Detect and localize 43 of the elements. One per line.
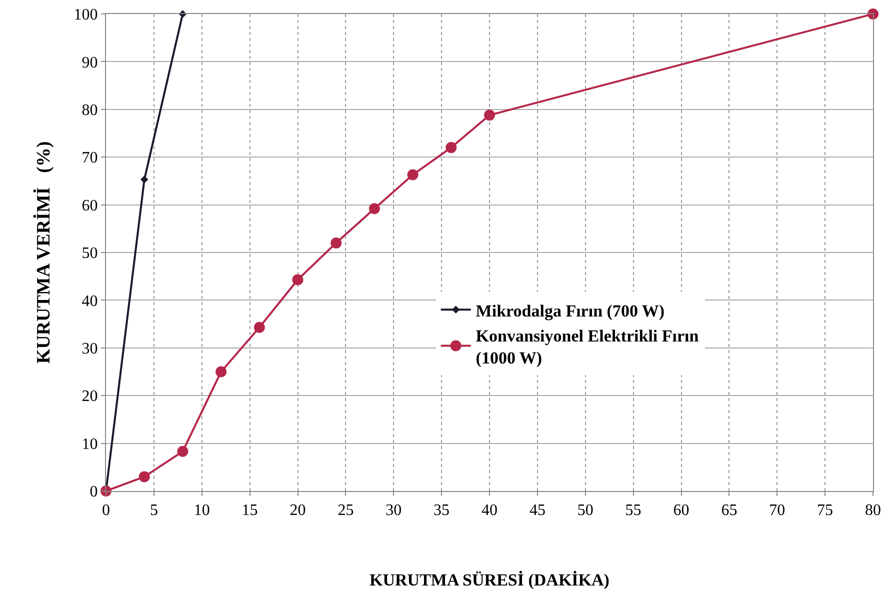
- x-tick-label: 20: [290, 502, 306, 520]
- x-tick-label: 45: [529, 502, 546, 520]
- y-tick-label: 80: [82, 102, 98, 119]
- x-tick-label: 0: [102, 502, 110, 520]
- point: [254, 322, 265, 333]
- point: [330, 237, 342, 248]
- y-axis-title: KURUTMA VERİMİ (%): [32, 141, 55, 364]
- x-axis-title: KURUTMA SÜRESİ (DAKİKA): [370, 570, 610, 590]
- y-tick-label: 40: [82, 292, 98, 310]
- y-tick-label: 100: [74, 6, 98, 24]
- point: [216, 366, 227, 378]
- x-tick-label: 60: [673, 502, 690, 520]
- y-tick-label: 10: [82, 436, 98, 453]
- x-tick-label: 55: [625, 502, 642, 520]
- y-tick-label: 90: [82, 54, 98, 72]
- legend-label: Mikrodalga Fırın (700 W): [476, 301, 665, 320]
- point: [140, 176, 148, 184]
- point: [138, 471, 150, 482]
- point: [177, 446, 188, 457]
- y-tick-label: 70: [82, 150, 98, 167]
- x-tick-label: 5: [150, 502, 158, 520]
- y-tick-label: 0: [90, 484, 98, 501]
- x-tick-label: 70: [769, 502, 786, 520]
- y-tick-label: 60: [82, 197, 98, 214]
- y-tick-label: 30: [82, 340, 98, 358]
- x-tick-label: 25: [338, 502, 354, 520]
- x-tick-label: 35: [434, 502, 450, 520]
- point: [292, 274, 304, 286]
- y-tick-label: 20: [82, 388, 98, 406]
- x-tick-label: 65: [721, 502, 738, 520]
- x-tick-label: 75: [817, 502, 834, 520]
- point: [368, 203, 380, 214]
- x-tick-label: 30: [386, 502, 402, 520]
- x-tick-label: 10: [194, 502, 210, 520]
- x-tick-label: 15: [242, 502, 258, 520]
- point: [484, 110, 495, 121]
- y-tick-label: 50: [82, 245, 98, 262]
- point: [446, 142, 457, 154]
- point: [407, 169, 418, 180]
- x-tick-label: 50: [577, 502, 594, 520]
- x-tick-label: 40: [482, 502, 498, 520]
- legend-label: Konvansiyonel Elektrikli Fırın (1000 W): [476, 326, 700, 368]
- x-tick-label: 80: [865, 502, 881, 520]
